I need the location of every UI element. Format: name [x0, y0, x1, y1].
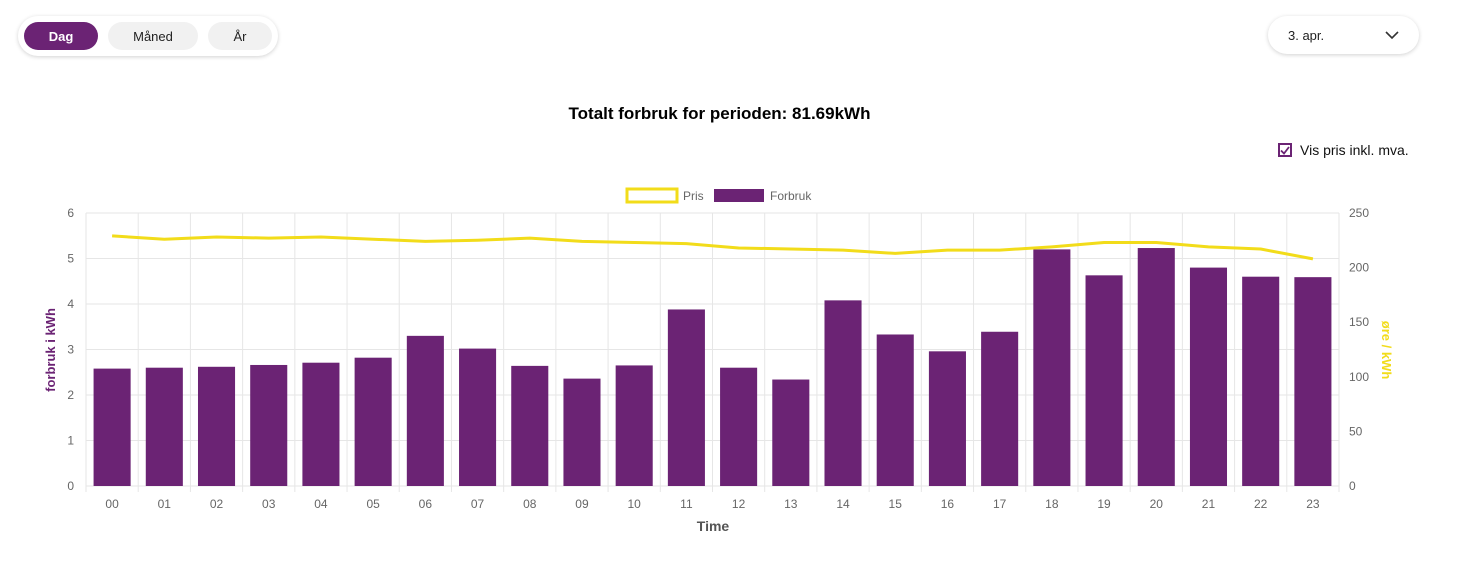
y-axis-title: forbruk i kWh: [43, 308, 58, 392]
bar-forbruk: [406, 335, 444, 486]
bar-forbruk: [1033, 249, 1071, 486]
bar-forbruk: [876, 334, 914, 486]
legend-swatch-pris: [625, 187, 679, 204]
bar-forbruk: [302, 362, 340, 486]
x-tick-label: 11: [680, 497, 693, 511]
x-tick-label: 21: [1202, 497, 1216, 511]
x-tick-label: 09: [575, 497, 589, 511]
bar-forbruk: [563, 378, 601, 486]
tab-year[interactable]: År: [208, 22, 272, 50]
bar-forbruk: [1137, 248, 1175, 486]
x-tick-label: 03: [262, 497, 276, 511]
check-icon: [1280, 145, 1290, 155]
y2-axis-title: øre / kWh: [1379, 321, 1394, 380]
period-tabs: Dag Måned År: [18, 16, 278, 56]
x-tick-label: 22: [1254, 497, 1268, 511]
x-tick-label: 07: [471, 497, 485, 511]
y2-tick-label: 100: [1349, 370, 1369, 384]
bar-forbruk: [667, 309, 705, 486]
y-tick-label: 5: [67, 252, 74, 266]
y2-tick-label: 0: [1349, 479, 1356, 493]
tab-month[interactable]: Måned: [108, 22, 198, 50]
x-tick-label: 20: [1150, 497, 1164, 511]
x-tick-label: 05: [366, 497, 380, 511]
y-tick-label: 1: [67, 434, 74, 448]
vat-toggle[interactable]: Vis pris inkl. mva.: [1278, 142, 1409, 158]
y-tick-label: 3: [67, 343, 74, 357]
date-select[interactable]: 3. apr.: [1268, 16, 1419, 54]
bar-forbruk: [354, 357, 392, 486]
x-tick-label: 02: [210, 497, 224, 511]
bar-forbruk: [720, 367, 758, 486]
tab-day[interactable]: Dag: [24, 22, 98, 50]
y-tick-label: 6: [67, 206, 74, 220]
bar-forbruk: [772, 379, 810, 486]
legend-label-forbruk: Forbruk: [770, 189, 812, 203]
total-consumption-title: Totalt forbruk for perioden: 81.69kWh: [568, 104, 871, 123]
y-tick-label: 0: [67, 479, 74, 493]
x-tick-label: 15: [889, 497, 903, 511]
y2-tick-label: 250: [1349, 206, 1369, 220]
bar-forbruk: [250, 364, 288, 486]
bar-forbruk: [1085, 275, 1123, 486]
bar-forbruk: [981, 331, 1019, 486]
vat-label: Vis pris inkl. mva.: [1300, 142, 1409, 158]
bar-forbruk: [145, 367, 183, 486]
bar-forbruk: [824, 300, 862, 486]
bar-forbruk: [615, 365, 653, 486]
x-tick-label: 13: [784, 497, 798, 511]
x-tick-label: 23: [1306, 497, 1320, 511]
x-tick-label: 04: [314, 497, 328, 511]
y2-tick-label: 200: [1349, 261, 1369, 275]
x-tick-label: 08: [523, 497, 537, 511]
y2-tick-label: 50: [1349, 424, 1363, 438]
y-tick-label: 2: [67, 388, 74, 402]
bar-forbruk: [1242, 276, 1280, 486]
x-tick-label: 10: [628, 497, 642, 511]
bar-forbruk: [1189, 267, 1228, 486]
date-select-value: 3. apr.: [1288, 27, 1325, 43]
bar-forbruk: [93, 368, 131, 486]
x-tick-label: 12: [732, 497, 746, 511]
bar-forbruk: [459, 348, 497, 486]
x-tick-label: 18: [1045, 497, 1059, 511]
legend-swatch-forbruk: [714, 189, 764, 202]
vat-checkbox[interactable]: [1278, 143, 1292, 157]
bar-forbruk: [1294, 277, 1332, 486]
x-tick-label: 06: [419, 497, 433, 511]
legend-label-pris: Pris: [683, 189, 704, 203]
x-tick-label: 00: [105, 497, 119, 511]
bar-forbruk: [197, 366, 236, 486]
x-tick-label: 14: [836, 497, 850, 511]
x-tick-label: 01: [158, 497, 172, 511]
bar-forbruk: [928, 351, 966, 486]
y2-tick-label: 150: [1349, 315, 1369, 329]
chevron-down-icon: [1385, 30, 1399, 39]
x-axis-title: Time: [697, 518, 730, 534]
y-tick-label: 4: [67, 297, 74, 311]
x-tick-label: 16: [941, 497, 955, 511]
bar-forbruk: [511, 365, 549, 486]
x-tick-label: 19: [1097, 497, 1111, 511]
x-tick-label: 17: [993, 497, 1007, 511]
price-line: [112, 234, 1314, 261]
